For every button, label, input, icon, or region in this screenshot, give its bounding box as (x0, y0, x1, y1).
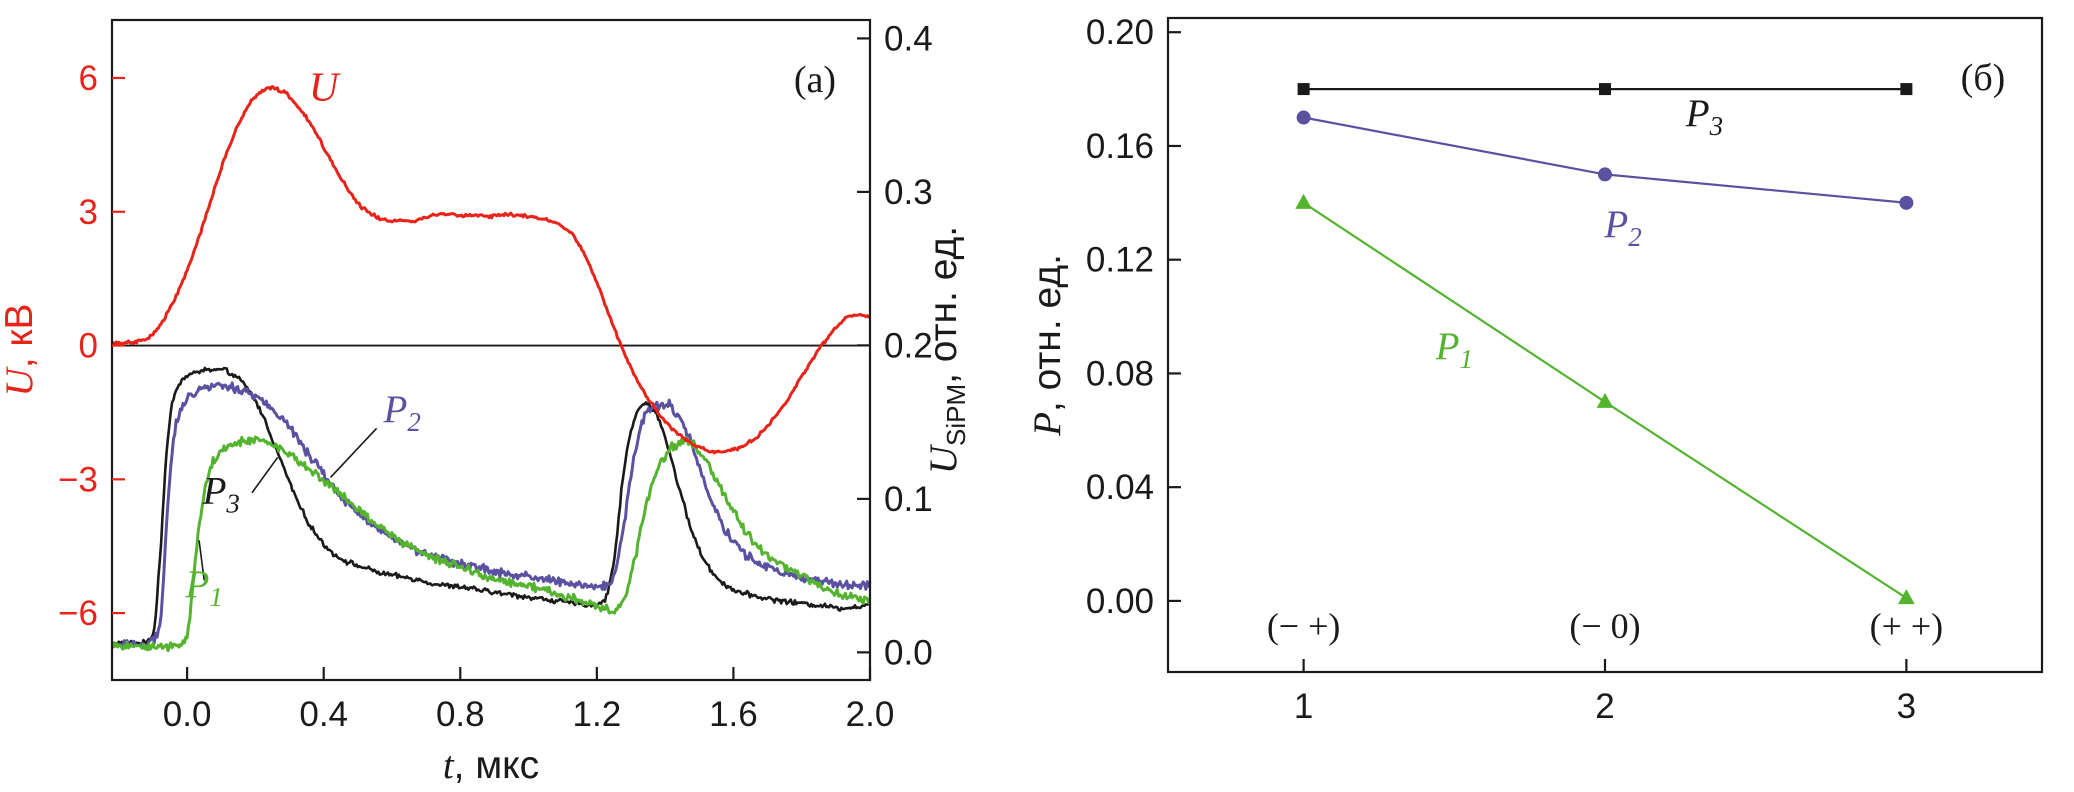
panel-a-chart: 0.0 0.4 0.8 1.2 1.6 2.0 −6 −3 0 3 6 0.0 0.1 0.2 0.3 0.4… (0, 18, 971, 787)
y-left-tick-label: 0.16 (1086, 127, 1154, 166)
y-left-axis-title: P, отн. ед. (1026, 254, 1069, 437)
y-right-axis-title: USiPM, отн. ед. (922, 226, 971, 474)
y-right-tick-label: 0.2 (884, 326, 933, 365)
x-axis-title: t, мкс (443, 744, 539, 787)
y-left-tick-label: 0.00 (1086, 582, 1154, 621)
y-left-tick-label: 0 (79, 327, 98, 366)
marker-P2 (1296, 110, 1311, 125)
plot-frame (110, 18, 872, 682)
x-axis-tick-label: 0.4 (299, 695, 348, 734)
series-P3-line (111, 366, 871, 647)
x-axis-tick-label: 1.2 (573, 695, 622, 734)
annotation-P3: P3 (1685, 92, 1723, 141)
annotation-P3: P3 (202, 469, 240, 518)
x-axis-tick-label: 0.0 (163, 695, 212, 734)
marker-P1 (1898, 589, 1915, 605)
annotation-P2: P2 (1603, 203, 1641, 252)
y-left-tick-label: 3 (79, 193, 98, 232)
x-axis-tick-label: 0.8 (436, 695, 485, 734)
y-left-tick-label: 0.08 (1086, 354, 1154, 393)
annotation-U: U (309, 63, 341, 109)
y-left-tick-label: −3 (58, 460, 98, 499)
series-U-line (110, 85, 871, 455)
panel-b-chart: 1 2 3 0.00 0.04 0.08 0.12 0.16 0.20 P, отн. ед. P3… (1026, 13, 2044, 726)
y-right-tick-label: 0.3 (884, 173, 933, 212)
annotation-+: (− +) (1267, 606, 1341, 646)
annotation-leader-line (329, 427, 378, 478)
y-left-tick-label: 0.04 (1086, 468, 1154, 507)
annotation-++: (+ +) (1870, 606, 1944, 646)
series-P2-line (111, 381, 872, 649)
x-axis-tick-label: 1 (1294, 687, 1313, 726)
marker-P3 (1599, 83, 1611, 96)
x-axis-tick-label: 1.6 (709, 695, 758, 734)
annotation-P2: P2 (383, 388, 421, 437)
annotation-leader-line (251, 456, 279, 494)
x-axis-tick-label: 2.0 (846, 695, 895, 734)
marker-P1 (1295, 193, 1312, 209)
annotation-P1: P1 (1435, 325, 1473, 374)
marker-P2 (1899, 195, 1914, 210)
y-right-tick-label: 0.4 (884, 19, 933, 58)
y-left-tick-label: 0.12 (1086, 241, 1154, 280)
y-right-tick-label: 0.1 (884, 480, 933, 519)
y-left-tick-label: 6 (79, 59, 98, 98)
x-axis-tick-label: 2 (1595, 687, 1614, 726)
panel-b-label: (б) (1960, 57, 2006, 99)
y-left-tick-label: 0.20 (1086, 13, 1154, 52)
marker-P3 (1297, 83, 1310, 96)
y-left-axis-title: U, кВ (0, 304, 41, 397)
marker-P3 (1900, 83, 1913, 96)
series-P2-line (1303, 116, 1907, 204)
y-right-tick-label: 0.0 (884, 633, 933, 672)
y-left-tick-label: −6 (58, 594, 98, 633)
annotation-0: (− 0) (1569, 606, 1640, 646)
x-axis-tick-label: 3 (1897, 687, 1916, 726)
annotation-P1: P1 (185, 563, 223, 612)
series-P1-line (111, 435, 871, 653)
annotation-leader-line (198, 540, 205, 581)
marker-P2 (1598, 167, 1612, 182)
marker-P1 (1596, 392, 1614, 408)
panel-a-label: (а) (793, 59, 837, 101)
